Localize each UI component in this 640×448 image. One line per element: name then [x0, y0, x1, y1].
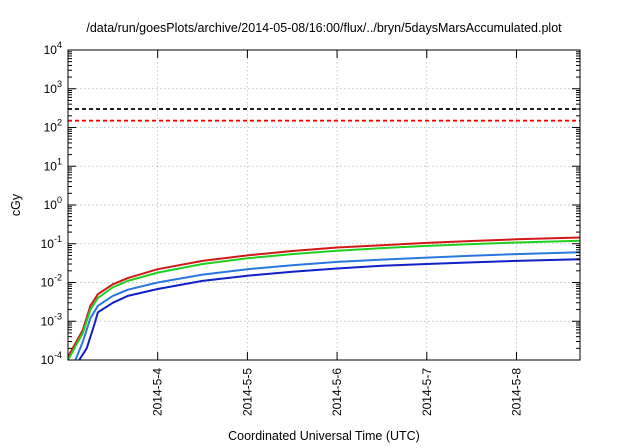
x-tick-label: 2014-5-7: [420, 368, 434, 416]
x-tick-label: 2014-5-6: [330, 368, 344, 416]
y-tick-label: 104: [44, 40, 62, 57]
y-tick-label: 100: [44, 195, 62, 212]
chart-title: /data/run/goesPlots/archive/2014-05-08/1…: [86, 21, 562, 35]
grid: [68, 50, 580, 360]
x-tick-label: 2014-5-5: [240, 368, 254, 416]
y-axis: 10-4 10-3 10-2 10-1 100 101 102 103 104: [41, 40, 580, 367]
y-tick-label: 10-3: [41, 311, 62, 328]
series-line: [67, 239, 581, 361]
series-line: [74, 251, 581, 361]
y-tick-label: 103: [44, 79, 62, 96]
y-tick-label: 101: [44, 156, 62, 173]
y-tick-label: 10-2: [41, 273, 62, 290]
x-tick-label: 2014-5-8: [509, 368, 523, 416]
y-axis-label: cGy: [9, 193, 23, 216]
y-tick-label: 102: [44, 118, 62, 135]
x-tick-label: 2014-5-4: [151, 368, 165, 416]
reference-lines: [68, 108, 580, 122]
series-line: [78, 258, 581, 361]
y-tick-label: 10-4: [41, 350, 62, 367]
series-lines: [67, 236, 581, 361]
x-axis-label: Coordinated Universal Time (UTC): [228, 429, 420, 443]
x-axis: 2014-5-4 2014-5-5 2014-5-6 2014-5-7 2014-5-8: [151, 50, 523, 416]
series-line: [67, 236, 581, 358]
y-tick-label: 10-1: [41, 234, 62, 251]
